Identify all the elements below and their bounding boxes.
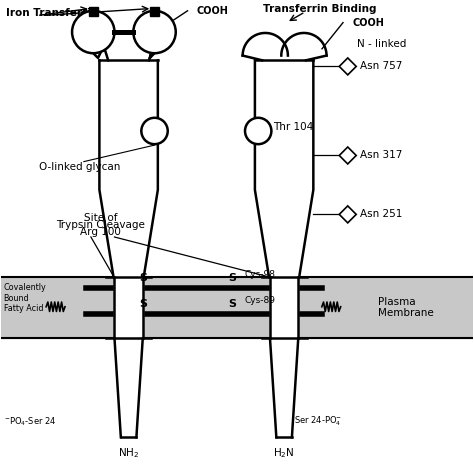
Bar: [270, 277, 298, 338]
Text: COOH: COOH: [353, 18, 384, 27]
Text: Thr 104: Thr 104: [273, 122, 313, 132]
Bar: [150, 7, 159, 17]
Circle shape: [245, 118, 272, 144]
Bar: [89, 7, 98, 17]
Circle shape: [133, 11, 176, 53]
Text: S: S: [228, 299, 236, 309]
Text: COOH: COOH: [197, 6, 229, 16]
Text: Ser 24-PO$_4^{-}$: Ser 24-PO$_4^{-}$: [293, 415, 342, 428]
Text: O-linked glycan: O-linked glycan: [39, 162, 120, 172]
Text: N - linked: N - linked: [357, 39, 407, 49]
Polygon shape: [339, 58, 356, 75]
Polygon shape: [270, 338, 298, 438]
Text: Plasma
Membrane: Plasma Membrane: [378, 297, 434, 319]
Text: Cys-98: Cys-98: [244, 270, 275, 279]
Polygon shape: [100, 60, 158, 277]
Polygon shape: [281, 33, 327, 55]
Text: $^{-}$PO$_4$-Ser 24: $^{-}$PO$_4$-Ser 24: [4, 416, 56, 428]
Circle shape: [141, 118, 168, 144]
Text: Transferrin Binding: Transferrin Binding: [263, 4, 376, 14]
Polygon shape: [115, 338, 143, 438]
Bar: [1, 277, 473, 338]
Text: H$_2$N: H$_2$N: [273, 446, 295, 460]
Polygon shape: [339, 206, 356, 223]
Circle shape: [72, 11, 115, 53]
Text: Asn 757: Asn 757: [360, 62, 402, 72]
Text: Iron Transferrin: Iron Transferrin: [6, 9, 98, 18]
Text: Cys-89: Cys-89: [244, 296, 275, 305]
Text: Trypsin Cleavage: Trypsin Cleavage: [56, 220, 145, 230]
Text: Asn 317: Asn 317: [360, 150, 402, 161]
Text: S: S: [228, 273, 236, 283]
Polygon shape: [339, 147, 356, 164]
Text: Site of: Site of: [83, 213, 117, 223]
Polygon shape: [255, 60, 313, 277]
Text: S: S: [139, 299, 147, 309]
Bar: [115, 277, 143, 338]
Text: Asn 251: Asn 251: [360, 210, 402, 219]
Text: NH$_2$: NH$_2$: [118, 446, 139, 460]
Text: Covalently
Bound
Fatty Acid: Covalently Bound Fatty Acid: [4, 283, 46, 313]
Polygon shape: [243, 33, 288, 55]
Text: Arg 100: Arg 100: [80, 227, 121, 237]
Text: S: S: [139, 273, 147, 283]
